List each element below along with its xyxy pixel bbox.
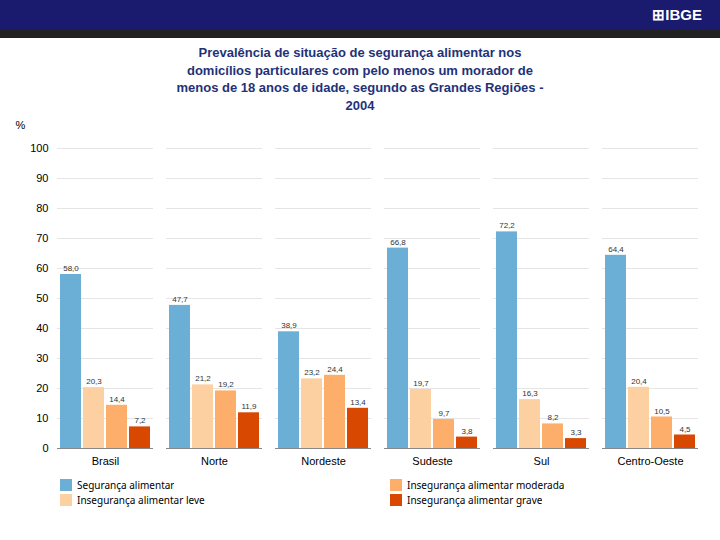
- svg-text:38,9: 38,9: [281, 322, 297, 331]
- svg-text:Sudeste: Sudeste: [412, 455, 452, 467]
- html-text:Insegurança alimentar moderada: Insegurança alimentar moderada: [407, 478, 565, 493]
- svg-text:23,2: 23,2: [304, 369, 320, 378]
- svg-text:19,2: 19,2: [218, 381, 234, 390]
- svg-text:30: 30: [36, 352, 48, 364]
- svg-text:0: 0: [42, 442, 48, 454]
- svg-text:3,3: 3,3: [570, 428, 582, 437]
- html-text:⊞IBGE: ⊞IBGE: [652, 6, 702, 23]
- svg-text:60: 60: [36, 262, 48, 274]
- svg-text:Sul: Sul: [534, 455, 550, 467]
- svg-text:Centro-Oeste: Centro-Oeste: [617, 455, 683, 467]
- svg-text:20,3: 20,3: [86, 377, 102, 386]
- svg-text:Nordeste: Nordeste: [301, 455, 346, 467]
- html-text:Insegurança alimentar leve: Insegurança alimentar leve: [77, 493, 205, 508]
- svg-text:70: 70: [36, 232, 48, 244]
- svg-text:58,0: 58,0: [63, 264, 79, 273]
- svg-text:8,2: 8,2: [547, 414, 559, 423]
- svg-text:72,2: 72,2: [499, 222, 515, 231]
- svg-text:19,7: 19,7: [413, 379, 429, 388]
- svg-text:100: 100: [30, 142, 48, 154]
- svg-text:90: 90: [36, 172, 48, 184]
- svg-text:10: 10: [36, 412, 48, 424]
- svg-text:10,5: 10,5: [654, 407, 670, 416]
- svg-text:40: 40: [36, 322, 48, 334]
- svg-text:50: 50: [36, 292, 48, 304]
- svg-text:Norte: Norte: [201, 455, 228, 467]
- svg-text:66,8: 66,8: [390, 238, 406, 247]
- svg-text:7,2: 7,2: [134, 417, 146, 426]
- svg-text:4,5: 4,5: [679, 425, 691, 434]
- svg-text:20: 20: [36, 382, 48, 394]
- svg-text:13,4: 13,4: [350, 398, 366, 407]
- svg-text:20,4: 20,4: [631, 377, 647, 386]
- svg-text:16,3: 16,3: [522, 389, 538, 398]
- html-text:Insegurança alimentar grave: Insegurança alimentar grave: [407, 493, 543, 508]
- svg-text:%: %: [16, 119, 26, 131]
- html-text:Prevalência de situação de seg: Prevalência de situação de segurança ali…: [176, 45, 544, 113]
- svg-text:21,2: 21,2: [195, 375, 211, 384]
- svg-text:9,7: 9,7: [438, 409, 450, 418]
- svg-text:24,4: 24,4: [327, 365, 343, 374]
- svg-text:64,4: 64,4: [608, 245, 624, 254]
- svg-text:80: 80: [36, 202, 48, 214]
- svg-text:47,7: 47,7: [172, 295, 188, 304]
- svg-text:3,8: 3,8: [461, 427, 473, 436]
- svg-text:Brasil: Brasil: [92, 455, 120, 467]
- svg-text:14,4: 14,4: [109, 395, 125, 404]
- svg-text:11,9: 11,9: [242, 403, 258, 412]
- html-text:Segurança alimentar: Segurança alimentar: [77, 478, 175, 493]
